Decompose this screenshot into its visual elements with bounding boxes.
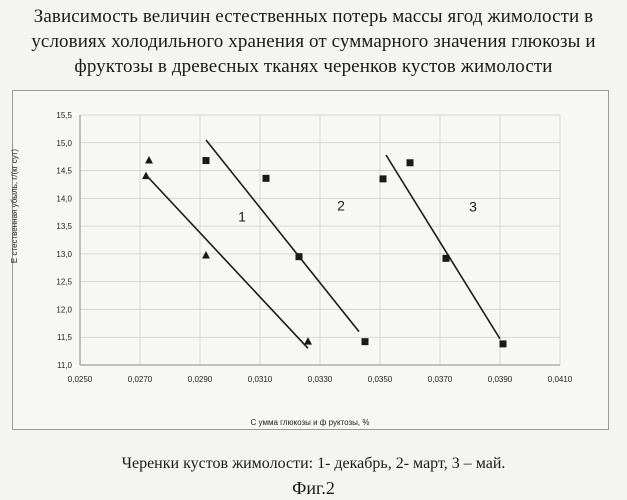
data-point-series-1 [142, 172, 150, 180]
data-point-series-1 [202, 251, 210, 258]
data-point-series-3 [500, 340, 507, 347]
x-tick-label: 0,0390 [488, 375, 513, 384]
y-tick-label: 14,5 [56, 167, 72, 176]
data-point-series-3 [380, 175, 387, 182]
y-tick-label: 14,0 [56, 194, 72, 203]
trendline-series-1 [146, 175, 308, 348]
y-tick-label: 13,5 [56, 222, 72, 231]
y-axis-label: Е стественная убыль, г/(кг сут) [10, 106, 24, 306]
data-point-series-2 [263, 175, 270, 182]
data-point-series-2 [203, 157, 210, 164]
series-label-3: 3 [469, 199, 477, 215]
data-point-series-2 [296, 253, 303, 260]
x-tick-label: 0,0270 [128, 375, 153, 384]
figure-number: Фиг.2 [0, 478, 627, 499]
x-tick-label: 0,0350 [368, 375, 393, 384]
x-tick-label: 0,0410 [548, 375, 573, 384]
series-label-2: 2 [337, 198, 345, 214]
data-point-series-2 [362, 338, 369, 345]
trendline-series-3 [386, 155, 500, 339]
x-tick-label: 0,0370 [428, 375, 453, 384]
y-tick-label: 12,5 [56, 278, 72, 287]
figure-caption: Черенки кустов жимолости: 1- декабрь, 2-… [0, 455, 627, 473]
data-point-series-1 [145, 156, 153, 164]
trendline-series-2 [206, 140, 359, 332]
y-tick-label: 15,5 [56, 111, 72, 120]
x-axis-label: С умма глюкозы и ф руктозы, % [180, 418, 440, 427]
x-tick-label: 0,0290 [188, 375, 213, 384]
series-label-1: 1 [238, 209, 246, 225]
data-point-series-3 [443, 255, 450, 262]
y-tick-label: 12,0 [56, 305, 72, 314]
data-point-series-1 [304, 337, 312, 345]
data-point-series-3 [407, 159, 414, 166]
y-tick-label: 11,5 [57, 333, 73, 342]
y-tick-label: 15,0 [56, 139, 72, 148]
x-tick-label: 0,0310 [248, 375, 273, 384]
y-tick-label: 13,0 [56, 250, 72, 259]
x-tick-label: 0,0330 [308, 375, 333, 384]
y-tick-label: 11,0 [57, 361, 73, 370]
x-tick-label: 0,0250 [68, 375, 93, 384]
